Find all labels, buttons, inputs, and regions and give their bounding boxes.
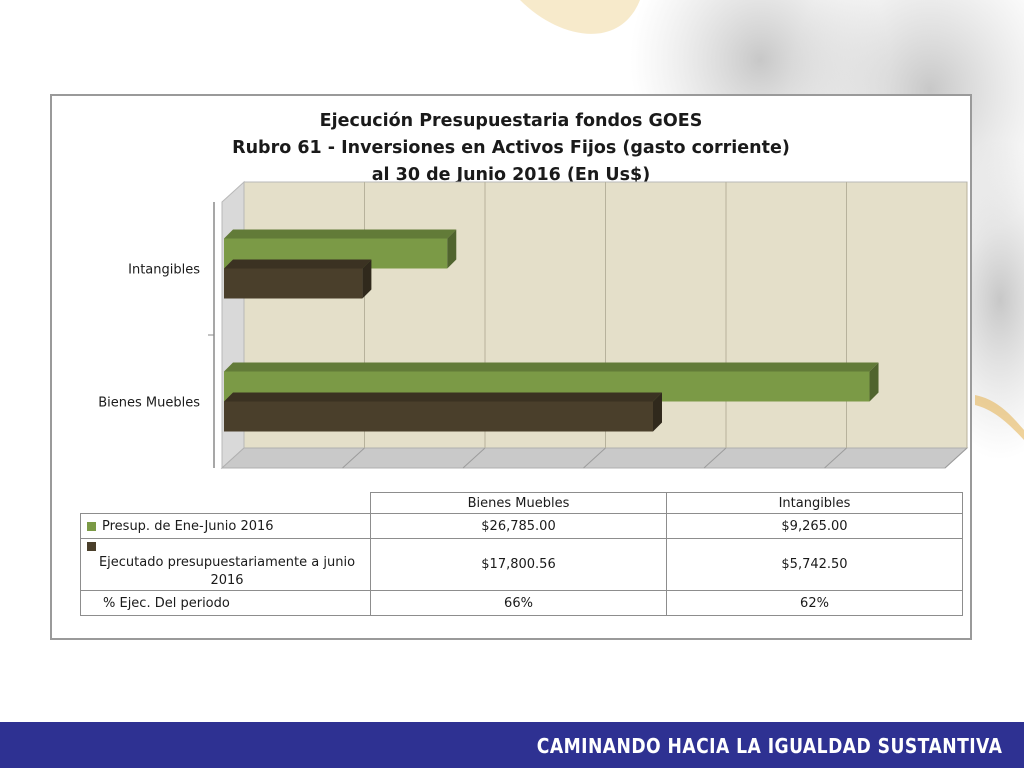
chart-title-line-2: Rubro 61 - Inversiones en Activos Fijos … — [232, 138, 790, 158]
floor-gridline — [342, 447, 365, 469]
table-row: Presup. de Ene-Junio 2016 $26,785.00 $9,… — [80, 513, 963, 539]
table-cell: 66% — [370, 590, 667, 616]
footer-slogan: CAMINANDO HACIA LA IGUALDAD SUSTANTIVA — [536, 734, 1002, 758]
category-label: Intangibles — [128, 263, 200, 278]
legend-key-ejecutado — [87, 542, 96, 551]
table-header-intangibles: Intangibles — [666, 492, 963, 514]
table-row-label: Presup. de Ene-Junio 2016 — [80, 513, 371, 539]
table-row: Ejecutado presupuestariamente a junio 20… — [80, 538, 963, 591]
table-header-row: Bienes Muebles Intangibles — [81, 492, 963, 514]
category-label: Bienes Muebles — [98, 396, 200, 411]
chart-title-line-3: al 30 de Junio 2016 (En Us$) — [371, 165, 651, 185]
data-table: Bienes Muebles Intangibles Presup. de En… — [80, 492, 963, 616]
table-header-bienes: Bienes Muebles — [370, 492, 667, 514]
table-row-label-text: Presup. de Ene-Junio 2016 — [102, 518, 274, 534]
bar-top-face — [224, 259, 372, 269]
bar-end-face — [869, 362, 879, 402]
table-cell: $17,800.56 — [370, 538, 667, 591]
bar-top-face — [224, 362, 879, 372]
floor-gridline — [583, 447, 606, 469]
floor-gridline — [824, 447, 847, 469]
chart-panel: Ejecución Presupuestaria fondos GOES Rub… — [50, 94, 972, 640]
floor-gridline — [462, 447, 486, 469]
table-cell: 62% — [666, 590, 963, 616]
chart-title-line-1: Ejecución Presupuestaria fondos GOES — [319, 111, 703, 131]
bar-end-face — [362, 259, 372, 299]
bar-chart-plot: Intangibles Bienes Muebles — [98, 180, 969, 470]
bar — [224, 268, 363, 299]
table-row: % Ejec. Del periodo 66% 62% — [80, 590, 963, 616]
bar-end-face — [652, 392, 662, 432]
bar — [224, 401, 653, 432]
table-cell: $26,785.00 — [370, 513, 667, 539]
floor-gridline — [944, 447, 968, 469]
floor-gridline — [703, 447, 727, 469]
legend-key-presupuesto — [87, 521, 96, 531]
bar-top-face — [224, 392, 662, 402]
table-row-label-text: Ejecutado presupuestariamente a junio 20… — [98, 555, 356, 588]
footer-bar: CAMINANDO HACIA LA IGUALDAD SUSTANTIVA — [0, 722, 1024, 768]
bar-top-face — [224, 229, 457, 239]
table-corner — [81, 493, 371, 514]
chart-title: Ejecución Presupuestaria fondos GOES Rub… — [52, 108, 970, 189]
table-row-label: % Ejec. Del periodo — [80, 590, 371, 616]
table-cell: $9,265.00 — [666, 513, 963, 539]
table-cell: $5,742.50 — [666, 538, 963, 591]
table-row-label: Ejecutado presupuestariamente a junio 20… — [80, 538, 371, 591]
bar-end-face — [447, 229, 457, 269]
